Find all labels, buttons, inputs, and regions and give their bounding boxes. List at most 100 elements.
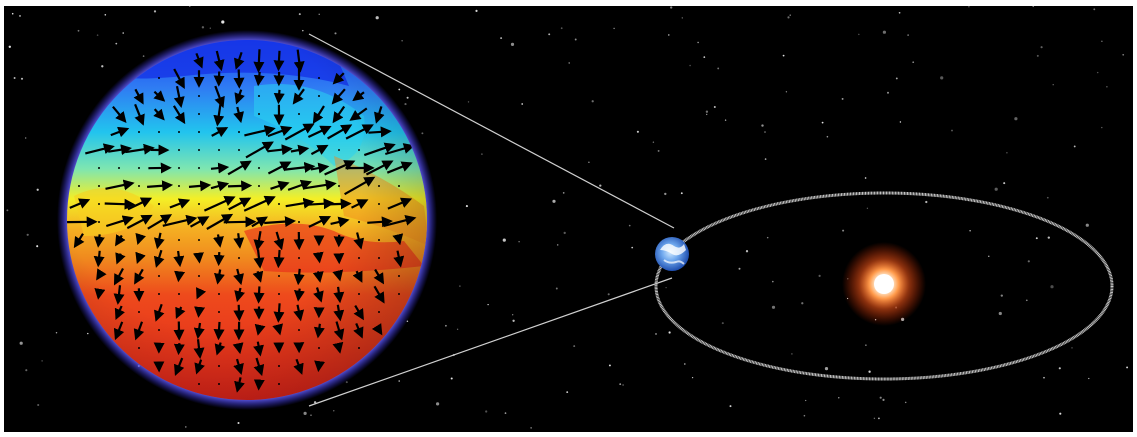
wind-arrow — [293, 304, 305, 322]
wind-dot — [398, 293, 400, 295]
wind-arrow — [210, 180, 230, 192]
wind-arrow — [133, 321, 145, 341]
wind-dot — [278, 383, 280, 385]
background-star — [1043, 376, 1045, 379]
wind-arrow — [270, 180, 290, 192]
wind-arrow — [233, 358, 244, 376]
wind-dot — [198, 203, 200, 205]
background-star — [404, 103, 407, 106]
background-star — [771, 305, 776, 309]
background-star — [36, 188, 39, 191]
background-star — [717, 67, 720, 70]
wind-arrow — [332, 72, 345, 85]
wind-dot — [118, 167, 120, 169]
background-star — [895, 77, 898, 80]
wind-arrow — [328, 198, 352, 210]
background-star — [1052, 84, 1054, 86]
wind-arrow — [147, 214, 173, 230]
wind-arrow — [96, 268, 107, 281]
wind-dot — [378, 257, 380, 259]
background-star — [19, 14, 21, 17]
background-star — [530, 427, 532, 429]
wind-arrow — [213, 234, 224, 248]
wind-arrow — [125, 143, 155, 155]
wind-dot — [178, 293, 180, 295]
background-star — [866, 207, 869, 209]
wind-dot — [178, 185, 180, 187]
background-star — [657, 149, 660, 152]
wind-arrow — [273, 231, 285, 251]
orbit-ellipse — [654, 191, 1114, 381]
background-star — [436, 402, 440, 406]
wind-arrow — [189, 216, 210, 228]
background-star — [782, 54, 785, 57]
wind-arrow — [273, 303, 285, 323]
background-star — [11, 12, 14, 15]
wind-dot — [158, 329, 160, 331]
wind-arrow — [162, 214, 198, 227]
wind-arrow — [112, 105, 127, 123]
background-star — [313, 401, 317, 404]
planet-closeup — [57, 30, 437, 410]
background-star — [25, 369, 28, 372]
background-star — [968, 6, 970, 8]
background-star — [899, 121, 902, 123]
wind-arrow — [245, 141, 274, 159]
background-star — [801, 302, 804, 305]
background-star — [787, 16, 790, 19]
background-star — [878, 417, 880, 420]
wind-dot — [178, 167, 180, 169]
wind-arrow — [154, 303, 165, 322]
background-star — [504, 412, 507, 414]
background-star — [668, 34, 670, 36]
background-star — [994, 187, 998, 191]
wind-dot — [158, 203, 160, 205]
wind-arrow — [383, 214, 417, 227]
background-star — [873, 417, 876, 420]
wind-arrow — [244, 125, 276, 137]
wind-arrow — [127, 197, 153, 211]
wind-arrow — [310, 144, 329, 156]
background-star — [838, 397, 840, 399]
background-star — [334, 32, 337, 35]
wind-arrow — [308, 215, 332, 228]
wind-dot — [378, 185, 380, 187]
background-star — [445, 324, 447, 327]
background-star — [566, 391, 569, 393]
background-star — [636, 130, 639, 133]
background-star — [904, 401, 907, 404]
wind-arrow — [272, 323, 284, 336]
wind-arrow — [113, 321, 125, 341]
background-star — [703, 56, 706, 58]
background-star — [1106, 85, 1108, 88]
background-star — [398, 380, 400, 382]
wind-dot — [298, 257, 300, 259]
wind-arrow — [292, 88, 305, 105]
background-star — [115, 42, 118, 45]
wind-dot — [98, 221, 100, 223]
wind-dot — [78, 185, 80, 187]
space-scene — [4, 6, 1133, 432]
wind-dot — [218, 149, 220, 151]
wind-dot — [258, 167, 260, 169]
wind-arrow — [105, 179, 135, 191]
wind-arrow — [293, 49, 305, 73]
background-star — [1027, 260, 1030, 263]
wind-arrow — [234, 51, 245, 70]
background-star — [421, 132, 424, 135]
wind-arrow — [293, 268, 305, 286]
wind-arrow — [367, 216, 393, 228]
wind-arrow — [253, 341, 264, 357]
wind-dot — [258, 185, 260, 187]
wind-arrow — [313, 287, 324, 303]
background-star — [333, 410, 335, 412]
background-star — [631, 246, 634, 249]
background-star — [865, 344, 867, 346]
background-star — [153, 10, 157, 13]
background-star — [1093, 8, 1096, 11]
background-star — [502, 238, 506, 242]
wind-arrow — [373, 285, 385, 304]
wind-arrow — [273, 249, 285, 269]
wind-arrow — [134, 103, 145, 126]
wind-arrow — [113, 267, 124, 286]
